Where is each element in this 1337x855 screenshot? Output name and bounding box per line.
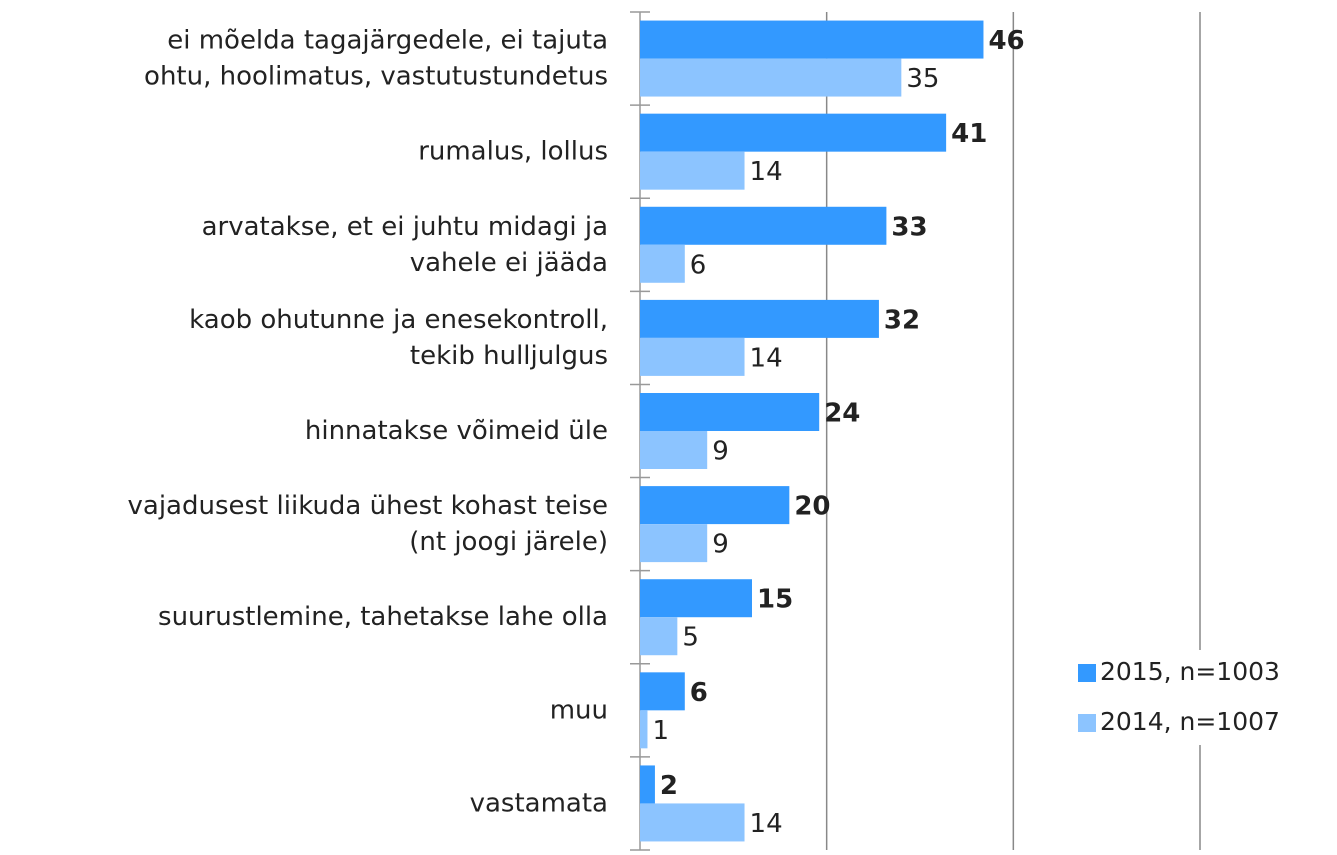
- category-label: muu: [550, 695, 608, 725]
- legend-label: 2014, n=1007: [1100, 707, 1280, 736]
- category-label: rumalus, lollus: [418, 136, 608, 166]
- category-label: kaob ohutunne ja enesekontroll, tekib hul…: [189, 304, 608, 370]
- category-label: arvatakse, et ei juhtu midagi ja vahele e…: [202, 211, 608, 277]
- bar: [640, 244, 685, 283]
- bar: [640, 113, 947, 152]
- value-label: 33: [891, 212, 927, 242]
- legend-swatch: [1078, 714, 1096, 732]
- bar: [640, 58, 902, 97]
- value-label: 20: [794, 492, 830, 522]
- value-label: 6: [690, 250, 707, 280]
- bar: [640, 579, 752, 618]
- category-label: vajadusest liikuda ühest kohast teise (nt…: [128, 491, 608, 557]
- value-label: 14: [750, 343, 783, 373]
- bar: [640, 151, 745, 190]
- bar: [640, 299, 879, 338]
- bar: [640, 20, 984, 59]
- legend-label: 2015, n=1003: [1100, 657, 1280, 686]
- bar: [640, 710, 648, 749]
- value-label: 6: [690, 678, 708, 708]
- bar: [640, 393, 820, 431]
- value-label: 9: [712, 437, 729, 467]
- bar: [640, 672, 685, 711]
- bar: [640, 617, 678, 656]
- value-label: 5: [682, 623, 699, 653]
- bar: [640, 206, 887, 245]
- value-label: 46: [988, 26, 1024, 56]
- value-label: 15: [757, 585, 793, 615]
- bar: [640, 486, 790, 525]
- bar: [640, 524, 708, 563]
- legend-background: [1070, 650, 1337, 745]
- legend-swatch: [1078, 664, 1096, 682]
- value-label: 41: [951, 119, 987, 149]
- bar: [640, 765, 655, 804]
- category-label: vastamata: [470, 788, 608, 818]
- bar: [640, 431, 708, 469]
- value-label: 9: [712, 530, 729, 560]
- value-label: 35: [906, 64, 939, 94]
- category-label: ei mõelda tagajärgedele, ei tajuta ohtu, …: [144, 25, 608, 91]
- value-label: 24: [824, 399, 860, 429]
- value-label: 2: [660, 771, 678, 801]
- bar: [640, 337, 745, 376]
- category-label: suurustlemine, tahetakse lahe olla: [158, 602, 608, 632]
- category-label: hinnatakse võimeid üle: [305, 416, 608, 446]
- bar: [640, 803, 745, 842]
- value-label: 32: [884, 305, 920, 335]
- value-label: 14: [750, 809, 783, 839]
- value-label: 14: [750, 157, 783, 187]
- value-label: 1: [652, 716, 669, 746]
